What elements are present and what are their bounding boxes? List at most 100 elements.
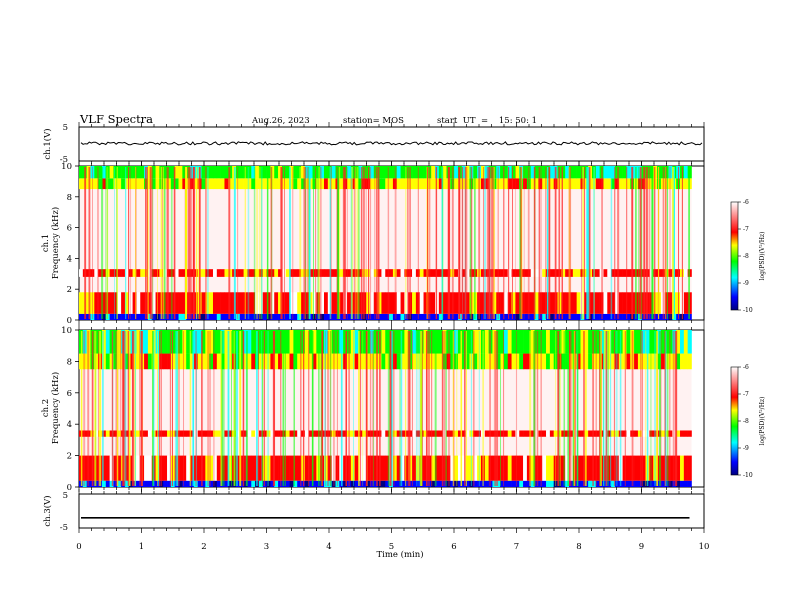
- heatmap-cell: [366, 353, 371, 370]
- heatmap-streak: [599, 331, 601, 486]
- heatmap-cell: [404, 480, 409, 487]
- heatmap-cell: [178, 178, 183, 190]
- heatmap-streak: [508, 167, 510, 319]
- heatmap-cell: [523, 292, 528, 314]
- heatmap-cell: [224, 480, 229, 487]
- heatmap-streak: [512, 167, 513, 319]
- heatmap-cell: [442, 292, 447, 314]
- heatmap-cell: [216, 166, 221, 179]
- ch2-spectrogram-heatmap: [79, 330, 692, 487]
- heatmap-streak: [605, 331, 608, 486]
- heatmap-cell: [159, 353, 164, 370]
- heatmap-cell: [385, 430, 390, 437]
- heatmap-streak: [417, 167, 419, 319]
- heatmap-cell: [124, 269, 130, 277]
- heatmap-cell: [285, 430, 290, 437]
- heatmap-streak: [458, 167, 461, 319]
- heatmap-cell: [232, 330, 237, 354]
- heatmap-cell: [392, 269, 398, 277]
- heatmap-cell: [515, 269, 520, 277]
- heatmap-streak: [246, 331, 248, 486]
- heatmap-cell: [657, 353, 662, 370]
- heatmap-streak: [366, 331, 368, 486]
- heatmap-cell: [419, 178, 424, 190]
- heatmap-streak: [119, 331, 122, 486]
- heatmap-cell: [557, 330, 562, 354]
- heatmap-streak: [92, 167, 93, 319]
- heatmap-streak: [280, 167, 282, 319]
- heatmap-cell: [553, 455, 558, 481]
- heatmap-cell: [266, 480, 271, 487]
- heatmap-cell: [136, 455, 141, 481]
- heatmap-cell: [415, 178, 421, 190]
- heatmap-cell: [274, 292, 279, 314]
- heatmap-cell: [645, 292, 650, 314]
- heatmap-cell: [576, 166, 581, 179]
- heatmap-streak: [357, 167, 360, 319]
- heatmap-cell: [542, 330, 547, 354]
- heatmap-cell: [385, 292, 390, 314]
- heatmap-cell: [312, 353, 317, 370]
- heatmap-cell: [174, 166, 179, 179]
- heatmap-cell: [167, 292, 172, 314]
- heatmap-cell: [569, 178, 574, 190]
- heatmap-streak: [409, 167, 411, 319]
- heatmap-cell: [580, 353, 585, 370]
- heatmap-cell: [446, 430, 451, 437]
- heatmap-streak: [131, 331, 134, 486]
- ch1-ytick-top: 5: [63, 123, 68, 133]
- heatmap-streak: [189, 331, 192, 486]
- x-tick-label: 3: [264, 542, 269, 552]
- heatmap-streak: [669, 167, 671, 319]
- heatmap-cell: [132, 455, 137, 481]
- heatmap-cell: [369, 480, 375, 487]
- heatmap-cell: [331, 480, 336, 487]
- heatmap-cell: [301, 353, 306, 370]
- heatmap-cell: [523, 353, 528, 370]
- heatmap-cell: [649, 292, 654, 314]
- heatmap-streak: [124, 331, 127, 486]
- heatmap-cell: [492, 330, 497, 354]
- heatmap-cell: [251, 330, 256, 354]
- heatmap-cell: [538, 269, 543, 277]
- heatmap-streak: [362, 331, 364, 486]
- heatmap-cell: [404, 166, 409, 179]
- heatmap-cell: [641, 353, 646, 370]
- heatmap-cell: [676, 455, 681, 481]
- heatmap-streak: [428, 167, 431, 319]
- heatmap-cell: [182, 330, 187, 354]
- heatmap-streak: [431, 331, 433, 486]
- heatmap-cell: [274, 455, 279, 481]
- heatmap-streak: [378, 167, 380, 319]
- heatmap-streak: [408, 331, 411, 486]
- heatmap-cell: [278, 292, 283, 314]
- heatmap-cell: [653, 353, 658, 370]
- heatmap-cell: [591, 480, 597, 487]
- heatmap-cell: [136, 353, 141, 370]
- heatmap-cell: [515, 455, 520, 481]
- heatmap-cell: [281, 269, 287, 277]
- heatmap-cell: [435, 353, 440, 370]
- heatmap-cell: [488, 166, 493, 179]
- heatmap-streak: [145, 167, 148, 319]
- heatmap-cell: [94, 330, 99, 354]
- heatmap-cell: [251, 480, 256, 487]
- heatmap-cell: [266, 313, 271, 320]
- heatmap-cell: [526, 178, 532, 190]
- heatmap-streak: [667, 331, 669, 486]
- heatmap-streak: [523, 167, 525, 319]
- heatmap-cell: [603, 178, 608, 190]
- heatmap-cell: [530, 166, 535, 179]
- heatmap-cell: [343, 430, 348, 437]
- heatmap-cell: [304, 430, 309, 437]
- heatmap-cell: [216, 480, 221, 487]
- heatmap-cell: [178, 480, 183, 487]
- heatmap-cell: [580, 430, 585, 437]
- heatmap-cell: [167, 480, 172, 487]
- x-tick-label: 7: [514, 542, 519, 552]
- heatmap-cell: [128, 292, 133, 314]
- heatmap-cell: [442, 313, 447, 320]
- heatmap-cell: [293, 292, 298, 314]
- heatmap-cell: [140, 269, 145, 277]
- heatmap-cell: [565, 292, 570, 314]
